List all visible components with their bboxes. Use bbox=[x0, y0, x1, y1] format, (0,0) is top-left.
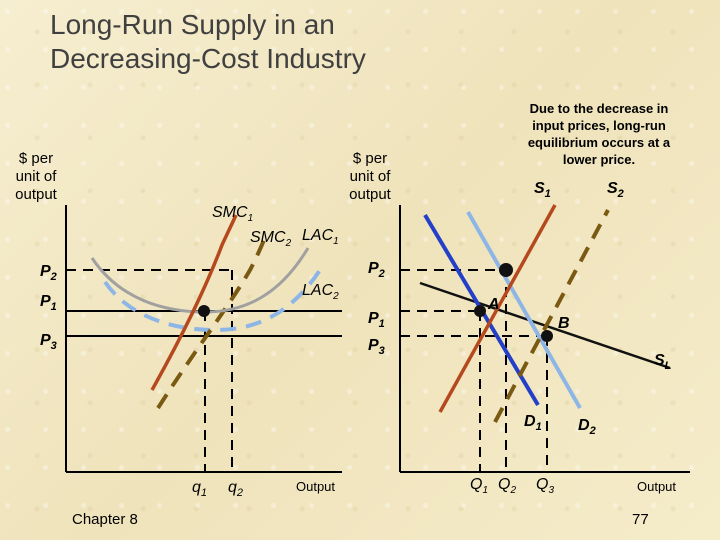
smc1-label: SMC1 bbox=[212, 204, 253, 224]
left-p2-label: P2 bbox=[40, 263, 57, 283]
annotation-note: Due to the decrease in input prices, lon… bbox=[527, 101, 671, 167]
right-chart: P2 P1 P3 S1 S2 SL D1 D2 A B Q1 Q2 Q3 Out… bbox=[368, 180, 690, 496]
left-y-label-line-1: $ per bbox=[18, 150, 54, 167]
left-y-label-line-3: output bbox=[15, 186, 57, 203]
lac2-label: LAC2 bbox=[302, 282, 339, 302]
right-y-label-line-1: $ per bbox=[352, 150, 388, 167]
lac2-curve bbox=[103, 268, 322, 333]
left-q1-label: q1 bbox=[192, 479, 207, 499]
point-a bbox=[474, 305, 486, 317]
point-b bbox=[541, 330, 553, 342]
footer-page-number: 77 bbox=[632, 511, 649, 528]
right-q3-label: Q3 bbox=[536, 476, 554, 496]
left-p3-label: P3 bbox=[40, 332, 57, 352]
right-short-run-point bbox=[499, 263, 513, 277]
footer-chapter: Chapter 8 bbox=[72, 511, 138, 528]
lac1-label: LAC1 bbox=[302, 227, 339, 247]
d2-label: D2 bbox=[578, 417, 596, 437]
sl-label: SL bbox=[654, 352, 672, 372]
right-p2-label: P2 bbox=[368, 260, 385, 280]
right-q2-label: Q2 bbox=[498, 476, 516, 496]
left-p1-label: P1 bbox=[40, 293, 57, 313]
left-chart: P2 P1 P3 SMC1 SMC2 LAC1 LAC2 q1 q2 Outpu… bbox=[40, 204, 342, 499]
right-x-axis-label: Output bbox=[637, 479, 676, 494]
title-line-1: Long-Run Supply in an bbox=[50, 9, 335, 40]
right-y-label-line-2: unit of bbox=[349, 168, 391, 185]
right-y-axis-label: $ per unit of output bbox=[338, 150, 402, 204]
right-y-label-line-3: output bbox=[349, 186, 391, 203]
s1-curve bbox=[438, 204, 557, 413]
s1-label: S1 bbox=[534, 180, 551, 200]
title-line-2: Decreasing-Cost Industry bbox=[50, 43, 366, 74]
s2-label: S2 bbox=[607, 180, 624, 200]
smc2-label: SMC2 bbox=[250, 229, 292, 249]
page-title: Long-Run Supply in an Decreasing-Cost In… bbox=[50, 8, 470, 76]
point-a-label: A bbox=[487, 296, 500, 313]
right-q1-label: Q1 bbox=[470, 476, 488, 496]
left-y-axis-label: $ per unit of output bbox=[6, 150, 66, 204]
left-q2-label: q2 bbox=[228, 479, 243, 499]
s2-curve bbox=[493, 209, 610, 423]
point-b-label: B bbox=[558, 315, 570, 332]
d1-label: D1 bbox=[524, 413, 542, 433]
right-p3-label: P3 bbox=[368, 337, 385, 357]
right-p1-label: P1 bbox=[368, 310, 385, 330]
left-equilibrium-point bbox=[198, 305, 210, 317]
d2-curve bbox=[466, 211, 582, 409]
left-y-label-line-2: unit of bbox=[15, 168, 57, 185]
smc2-curve bbox=[156, 235, 268, 410]
left-x-axis-label: Output bbox=[296, 479, 335, 494]
smc1-curve bbox=[150, 214, 238, 391]
